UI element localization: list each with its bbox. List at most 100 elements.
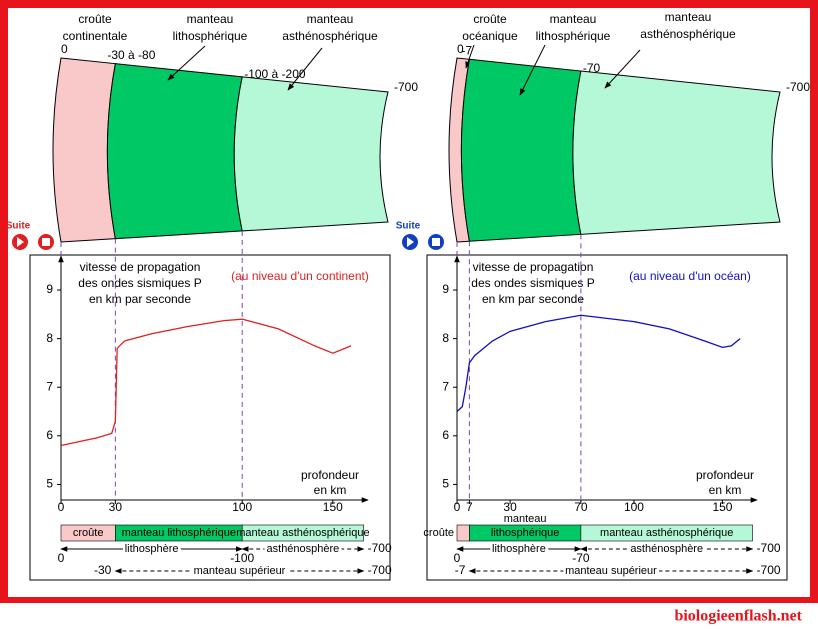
depth-label: -700 [368, 563, 392, 577]
layer-label: lithosphérique [173, 29, 248, 43]
layer-label: lithosphérique [536, 29, 611, 43]
x-axis-label: en km [709, 483, 742, 497]
x-tick-label: 150 [712, 500, 732, 514]
band-label: croûte [423, 527, 454, 539]
y-tick-label: 9 [46, 282, 53, 296]
depth-label: -700 [757, 541, 781, 555]
band-label: manteau asthénosphérique [236, 527, 369, 539]
upper-mantle-label: manteau supérieur [194, 565, 286, 577]
play-icon [17, 237, 24, 247]
x-axis-label: profondeur [696, 468, 754, 482]
depth-label: -700 [394, 80, 418, 94]
lithosphere-label: lithosphère [492, 543, 546, 555]
pointer [465, 44, 475, 69]
depth-label: -100 [230, 551, 254, 565]
x-tick-label: 70 [574, 500, 588, 514]
band-label: manteau [504, 513, 547, 525]
button-label: Suite [396, 221, 421, 232]
y-tick-label: 7 [442, 379, 449, 393]
chart-frame [426, 254, 788, 581]
y-tick-label: 7 [46, 379, 53, 393]
chart-title: vitesse de propagation [473, 260, 594, 274]
depth-label: -7 [461, 43, 472, 57]
depth-label: 0 [454, 551, 461, 565]
layer-label: croûte [78, 12, 112, 26]
chart-title: en km par seconde [89, 292, 191, 306]
chart-subtitle: (au niveau d'un continent) [231, 269, 369, 283]
layer-label: océanique [462, 29, 518, 43]
velocity-curve [60, 318, 352, 447]
depth-label: 0 [457, 42, 464, 56]
x-tick-label: 30 [503, 500, 517, 514]
depth-label: -30 à -80 [107, 48, 155, 62]
chart-title: vitesse de propagation [80, 260, 201, 274]
band-label: lithosphérique [491, 527, 560, 539]
band-label: manteau asthénosphérique [600, 527, 733, 539]
x-tick-label: 7 [466, 500, 473, 514]
band-label: croûte [73, 527, 104, 539]
lithosphere-label: lithosphère [125, 543, 179, 555]
x-tick-label: 100 [624, 500, 644, 514]
layer-label: manteau [550, 12, 597, 26]
site-name: biologieenflash.net [674, 608, 802, 625]
y-tick-label: 5 [46, 477, 53, 491]
pointer [604, 49, 641, 89]
x-axis-label: profondeur [301, 468, 359, 482]
layer-label: manteau [665, 10, 712, 24]
asthenosphere-label: asthénosphère [630, 543, 703, 555]
band [241, 524, 364, 542]
layer-label: asthénosphérique [282, 29, 378, 43]
band [580, 524, 753, 542]
layer [52, 57, 116, 243]
depth-label: 0 [58, 551, 65, 565]
x-axis-label: en km [314, 483, 347, 497]
x-tick-label: 30 [109, 500, 123, 514]
layer-label: manteau [187, 12, 234, 26]
button-label: Suite [6, 221, 31, 232]
depth-label: -30 [94, 563, 112, 577]
y-tick-label: 5 [442, 477, 449, 491]
layer-label: continentale [63, 29, 128, 43]
y-tick-label: 6 [442, 428, 449, 442]
depth-label: -100 à -200 [244, 67, 306, 81]
stop-icon [432, 238, 440, 246]
x-tick-label: 0 [454, 500, 461, 514]
layer-label: manteau [307, 12, 354, 26]
layer [106, 63, 243, 240]
x-tick-label: 100 [232, 500, 252, 514]
depth-label: -700 [368, 541, 392, 555]
depth-label: -7 [455, 563, 466, 577]
asthenosphere-label: asthénosphère [267, 543, 340, 555]
stop-icon [42, 238, 50, 246]
chart-title: des ondes sismiques P [471, 276, 594, 290]
depth-label: -700 [757, 563, 781, 577]
y-tick-label: 6 [46, 428, 53, 442]
layer-label: asthénosphérique [640, 27, 736, 41]
chart-title: des ondes sismiques P [78, 276, 201, 290]
depth-label: 0 [61, 42, 68, 56]
layer [460, 58, 582, 242]
y-tick-label: 8 [46, 331, 53, 345]
pointer [287, 47, 323, 91]
depth-label: -700 [786, 80, 810, 94]
upper-mantle-label: manteau supérieur [565, 565, 657, 577]
layer [233, 76, 389, 232]
chart-subtitle: (au niveau d'un océan) [629, 269, 751, 283]
chart-frame [29, 254, 391, 581]
band [456, 524, 470, 542]
band-label: manteau lithosphérique [122, 527, 236, 539]
pointer [167, 45, 206, 81]
y-tick-label: 8 [442, 331, 449, 345]
x-tick-label: 150 [323, 500, 343, 514]
pointer [519, 44, 546, 96]
velocity-curve [456, 314, 741, 412]
y-tick-label: 9 [442, 282, 449, 296]
layer [572, 70, 781, 235]
x-tick-label: 0 [58, 500, 65, 514]
depth-label: -70 [583, 61, 601, 75]
play-icon [407, 237, 414, 247]
chart-title: en km par seconde [482, 292, 584, 306]
depth-label: -70 [572, 551, 590, 565]
